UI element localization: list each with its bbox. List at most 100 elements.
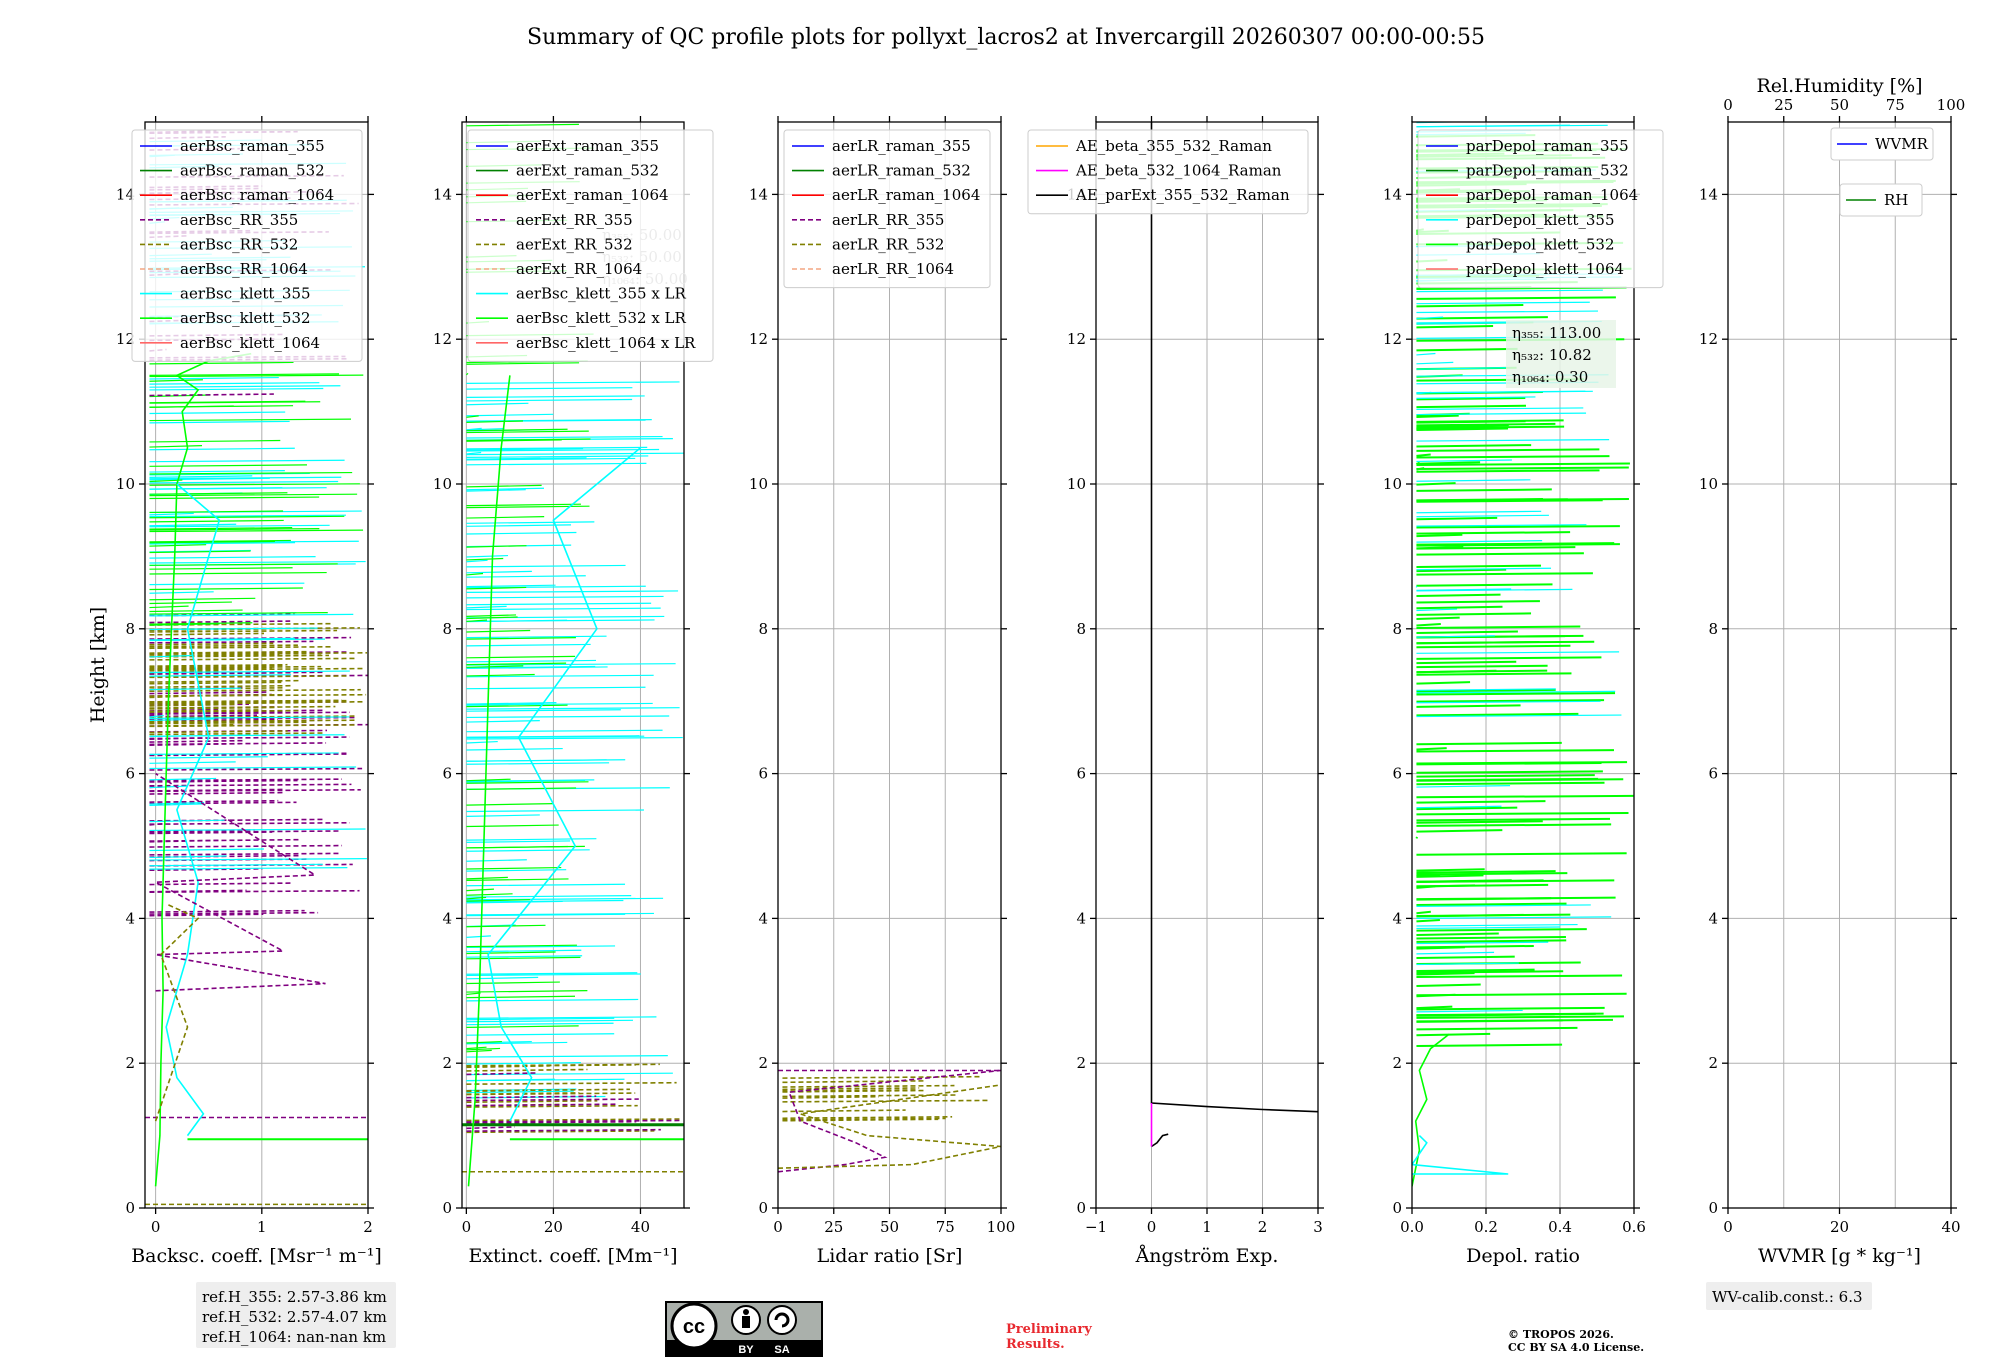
noise-klett355-seg xyxy=(466,1022,614,1026)
noise-klett532-seg xyxy=(466,990,588,993)
noise-klett532-seg xyxy=(1416,749,1614,753)
noise-klett355-seg xyxy=(466,899,624,903)
noise-klett532-seg xyxy=(149,515,345,519)
noise-klett532-seg xyxy=(466,924,546,928)
noise-klett355-seg xyxy=(466,643,591,647)
noise-klett355-seg xyxy=(149,385,341,388)
noise-klett355-seg xyxy=(466,554,509,558)
noise-klett532-seg xyxy=(466,876,508,880)
noise-klett355-seg xyxy=(466,747,563,751)
noise-klett355-seg xyxy=(466,666,608,669)
noise-klett532-seg xyxy=(1416,616,1460,621)
noise-rr532-seg xyxy=(149,720,303,724)
legend-label-depol-0: parDepol_raman_355 xyxy=(1466,137,1629,155)
noise-klett532-seg xyxy=(149,544,207,547)
noise-klett532-seg xyxy=(1416,688,1556,693)
noise-klett532 xyxy=(149,361,364,626)
copyright-line1: © TROPOS 2026. xyxy=(1508,1328,1614,1341)
noise-klett355-seg xyxy=(466,973,641,977)
y-tick-label-depol-6: 12 xyxy=(1383,330,1402,348)
x-tick-label-depol-0: 0.0 xyxy=(1400,1218,1424,1236)
noise-rr355-seg xyxy=(466,1120,637,1124)
noise-rr355-seg xyxy=(149,789,241,793)
noise-rr532-seg xyxy=(782,1084,955,1088)
noise-klett532-seg xyxy=(149,622,253,625)
noise-klett355-seg xyxy=(466,398,633,402)
x-tick-label-lidar_ratio-3: 75 xyxy=(936,1218,955,1236)
noise-klett532-seg xyxy=(1416,868,1485,872)
legend-label-extinction-3: aerExt_RR_355 xyxy=(516,211,633,229)
series-parDepol_klett_532 xyxy=(1412,1033,1450,1187)
noise-klett532-seg xyxy=(1416,568,1507,573)
x-tick-label-lidar_ratio-2: 50 xyxy=(880,1218,899,1236)
noise-klett532-seg xyxy=(1416,564,1542,569)
y-tick-label-angstrom-2: 4 xyxy=(1076,909,1086,927)
axes-frame-depol xyxy=(1411,121,1635,1209)
noise-klett532-seg xyxy=(1416,426,1471,430)
noise-klett355-seg xyxy=(149,734,251,738)
y-tick-label-lidar_ratio-4: 8 xyxy=(758,620,768,638)
noise-klett532-seg xyxy=(466,516,545,519)
noise-klett532-seg xyxy=(466,845,585,849)
noise-rr532-seg xyxy=(149,675,348,679)
x-tick-label-lidar_ratio-4: 100 xyxy=(987,1218,1016,1236)
noise-rr355-seg xyxy=(149,739,245,743)
y-tick-label-backscatter-5: 10 xyxy=(116,475,135,493)
noise-klett355-seg xyxy=(466,605,507,609)
noise-klett355-seg xyxy=(466,740,498,744)
series-aerBsc_RR_355 xyxy=(152,772,326,992)
noise-rr355-seg xyxy=(149,822,166,826)
noise-klett355-seg xyxy=(149,718,215,722)
noise-klett532-seg xyxy=(1416,939,1567,943)
noise-klett532-seg xyxy=(1416,1019,1563,1023)
noise-rr532-seg xyxy=(782,1087,920,1091)
noise-klett532-seg xyxy=(1416,499,1603,503)
noise-rr355-seg xyxy=(149,882,291,886)
noise-rr532-seg xyxy=(149,645,333,650)
noise-klett355-seg xyxy=(149,512,194,516)
noise-klett355-seg xyxy=(1416,923,1578,927)
noise-klett355-seg xyxy=(466,869,567,872)
y-tick-label-backscatter-1: 2 xyxy=(125,1054,135,1072)
noise-klett532-seg xyxy=(466,439,562,442)
noise-rr532-seg xyxy=(149,693,367,697)
noise-klett355-seg xyxy=(1416,635,1495,638)
legend-backscatter: aerBsc_raman_355 aerBsc_raman_532 aerBsc_r… xyxy=(131,129,363,362)
noise-klett532-seg xyxy=(1416,873,1441,877)
noise-klett355-seg xyxy=(1416,510,1542,514)
noise-rr355-seg xyxy=(149,852,340,856)
legend-label-lidar_ratio-2: aerLR_raman_1064 xyxy=(832,186,980,204)
noise-klett355-seg xyxy=(1416,714,1622,718)
noise-klett355-seg xyxy=(466,448,660,452)
noise-klett532-seg xyxy=(1416,699,1605,703)
legend-label-backscatter-8: aerBsc_klett_1064 xyxy=(180,334,320,352)
legend-label-extinction-6: aerBsc_klett_355 x LR xyxy=(516,285,687,303)
y-tick-label-lidar_ratio-7: 14 xyxy=(749,185,768,203)
noise-klett355-seg xyxy=(466,883,626,887)
noise-klett532-seg xyxy=(1415,836,1419,839)
noise-rr355-seg xyxy=(149,799,279,803)
y-tick-label-depol-4: 8 xyxy=(1392,620,1402,638)
noise-klett355-seg xyxy=(466,972,638,975)
noise-klett355-seg xyxy=(466,955,583,958)
noise-klett355-seg xyxy=(466,521,595,524)
legend-frame-depol xyxy=(1417,129,1664,289)
noise-klett532-seg xyxy=(466,430,589,434)
y-tick-label-wv-3: 6 xyxy=(1708,765,1718,783)
y-tick-label-wv-1: 2 xyxy=(1708,1054,1718,1072)
noise-klett532-seg xyxy=(1416,583,1553,587)
noise-klett532-seg xyxy=(1416,488,1552,492)
noise-klett355-seg xyxy=(466,1019,633,1023)
noise-klett532-seg xyxy=(1416,303,1524,308)
noise-rr532-seg xyxy=(782,1117,946,1121)
noise-klett532-seg xyxy=(466,893,513,896)
noise-klett532-seg xyxy=(1416,669,1548,674)
noise-klett355-seg xyxy=(1416,926,1561,930)
y-tick-label-wv-2: 4 xyxy=(1708,909,1718,927)
noise-rr532-seg xyxy=(149,629,338,633)
noise-klett532-seg xyxy=(466,484,542,488)
by-label: BY xyxy=(738,1344,754,1356)
noise-rr532-seg xyxy=(149,679,300,683)
noise-rr355-seg xyxy=(466,1098,639,1102)
